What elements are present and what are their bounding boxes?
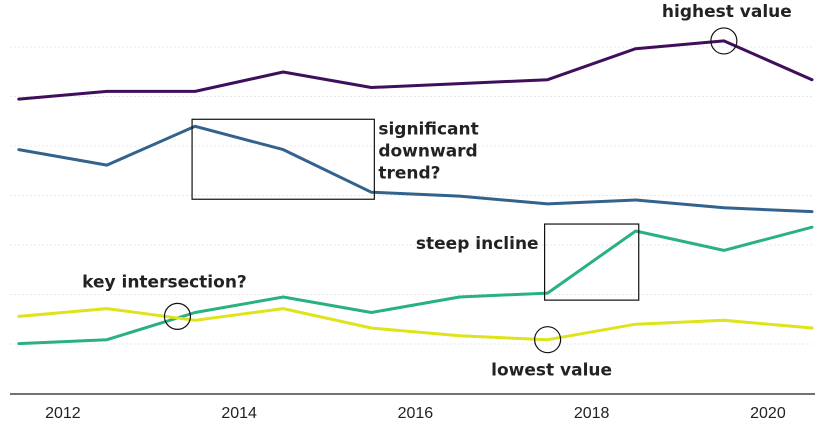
annotation-box-downward: [191, 118, 375, 200]
annotation-label-intersection: key intersection?: [82, 272, 247, 292]
annotation-label-lowest: lowest value: [491, 361, 612, 381]
series-line-2: [17, 124, 814, 214]
series-line-1: [17, 39, 814, 101]
x-tick-label: 2018: [574, 405, 610, 422]
annotation-circle-lowest: [534, 326, 562, 354]
x-tick-label: 2020: [750, 405, 786, 422]
annotation-label-downward: significant: [378, 119, 478, 139]
series-lines: [17, 39, 814, 346]
annotation-label-incline: steep incline: [416, 234, 539, 254]
annotation-circle-highest: [710, 27, 738, 55]
series-line-3: [17, 225, 814, 346]
annotation-circle-intersection: [163, 302, 192, 330]
annotation-label-highest: highest value: [662, 2, 792, 22]
series-line-4: [17, 307, 814, 342]
x-axis-ticks: 2012 2014 2016 2018 2020: [45, 405, 786, 422]
x-tick-label: 2016: [398, 405, 434, 422]
x-tick-label: 2014: [221, 405, 257, 422]
annotation-label-downward: trend?: [378, 163, 440, 183]
annotation-box-incline: [544, 223, 640, 301]
annotation-label-downward: downward: [378, 141, 477, 161]
gridlines: [10, 46, 812, 345]
x-tick-label: 2012: [45, 405, 81, 422]
